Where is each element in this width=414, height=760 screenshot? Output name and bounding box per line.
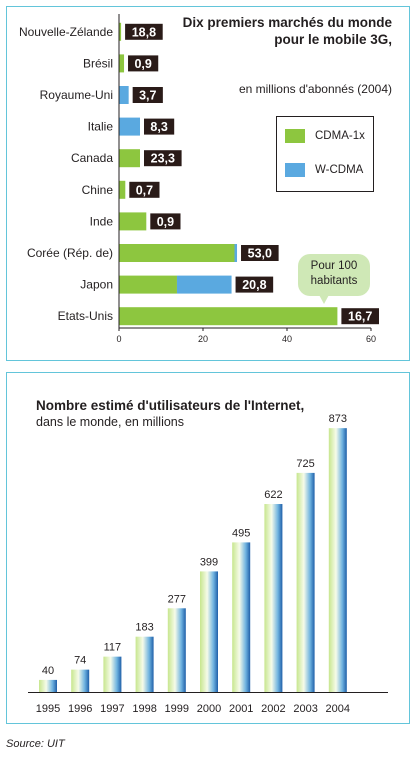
internet-users-bar-chart: 40 1995 74 1996 117 1997 183 1998 277 1999 399 2000… [28,413,388,715]
year-label: 1997 [100,703,124,715]
bar-cdma [119,54,125,73]
chart2-title: Nombre estimé d'utilisateurs de l'Intern… [36,398,305,413]
category-label: Canada [71,151,113,165]
value-label: 0,9 [157,215,174,229]
bar-wcdma [119,86,129,104]
chart1-legend: CDMA-1x W-CDMA [276,116,374,192]
year-label: 2001 [229,703,253,715]
year-label: 1998 [132,703,156,715]
bar-value-label: 873 [329,413,347,425]
internet-users-bar [200,571,218,692]
bar-cdma [119,244,235,262]
per-100-annotation: Pour 100 habitants [298,254,370,296]
x-tick-label: 0 [116,334,121,344]
value-label: 0,9 [134,57,151,71]
legend-swatch-cdma [285,129,305,143]
year-label: 2000 [197,703,221,715]
chart1-subtitle: en millions d'abonnés (2004) [238,82,392,96]
value-label-bg [128,55,159,72]
internet-users-bar [232,542,251,692]
legend-item-cdma: CDMA-1x [285,129,365,143]
value-label-bg [150,213,181,230]
legend-swatch-wcdma [285,163,305,177]
bar-value-label: 495 [232,527,250,539]
bar-value-label: 399 [200,556,218,568]
value-label-bg [241,245,279,261]
bar-value-label: 40 [42,665,54,677]
value-label: 8,3 [150,120,167,134]
value-label: 20,8 [242,278,266,292]
bar-wcdma [119,117,140,136]
bar-cdma [119,149,140,168]
value-label-bg [341,308,379,325]
bar-cdma [119,212,147,231]
internet-users-bar [135,636,154,692]
bar-cdma [119,307,338,326]
internet-users-bar [296,472,315,692]
bar-value-label: 117 [104,642,122,654]
value-label-bg [132,87,163,103]
bar-value-label: 74 [74,655,86,667]
value-label-bg [125,23,163,40]
internet-users-bar [328,428,347,692]
bar-wcdma [176,275,232,294]
bar-cdma [119,275,177,294]
annotation-tail [318,293,330,304]
internet-users-bar [167,608,186,692]
category-label: Brésil [83,56,113,70]
legend-label-cdma: CDMA-1x [315,130,365,142]
year-label: 1995 [36,703,60,715]
year-label: 2004 [326,703,350,715]
value-label-bg [129,181,160,198]
category-label: Chine [82,183,114,197]
value-label-bg [144,118,175,135]
value-label: 53,0 [248,247,272,261]
category-label: Etats-Unis [58,309,113,323]
category-label: Japon [80,278,113,292]
x-tick-label: 60 [366,334,376,344]
year-label: 1996 [68,703,92,715]
chart1-title: Dix premiers marchés du monde pour le mo… [182,15,392,47]
category-label: Royaume-Uni [40,88,113,102]
value-label: 18,8 [132,25,156,39]
x-tick-label: 40 [282,334,292,344]
bar-wcdma [234,244,238,262]
bar-cdma [119,180,126,199]
internet-users-bar [264,504,283,692]
year-label: 2002 [261,703,285,715]
chart2-subtitle: dans le monde, en millions [36,415,184,429]
value-label: 16,7 [348,310,372,324]
internet-users-bar [39,679,57,692]
year-label: 2003 [293,703,317,715]
legend-item-wcdma: W-CDMA [285,163,363,177]
bar-cdma [119,22,122,41]
bar-value-label: 725 [296,458,314,470]
category-label: Nouvelle-Zélande [19,25,113,39]
category-label: Corée (Rép. de) [27,246,113,260]
value-label: 23,3 [151,152,175,166]
value-label-bg [144,150,182,167]
internet-users-bar [71,669,90,692]
bar-value-label: 183 [135,622,153,634]
x-tick-label: 20 [198,334,208,344]
bar-value-label: 622 [264,489,282,501]
legend-label-wcdma: W-CDMA [315,164,364,176]
bar-value-label: 277 [168,593,186,605]
value-label-bg [235,276,274,293]
mobile-3g-bar-chart: Nouvelle-Zélande 18,8 Brésil 0,9 Royaume-Uni… [19,14,379,344]
value-label: 0,7 [136,183,153,197]
value-label: 3,7 [139,89,156,103]
internet-users-bar [103,656,122,692]
source-note: Source: UIT [6,738,65,750]
category-label: Inde [90,214,114,228]
category-label: Italie [88,120,114,134]
year-label: 1999 [165,703,189,715]
